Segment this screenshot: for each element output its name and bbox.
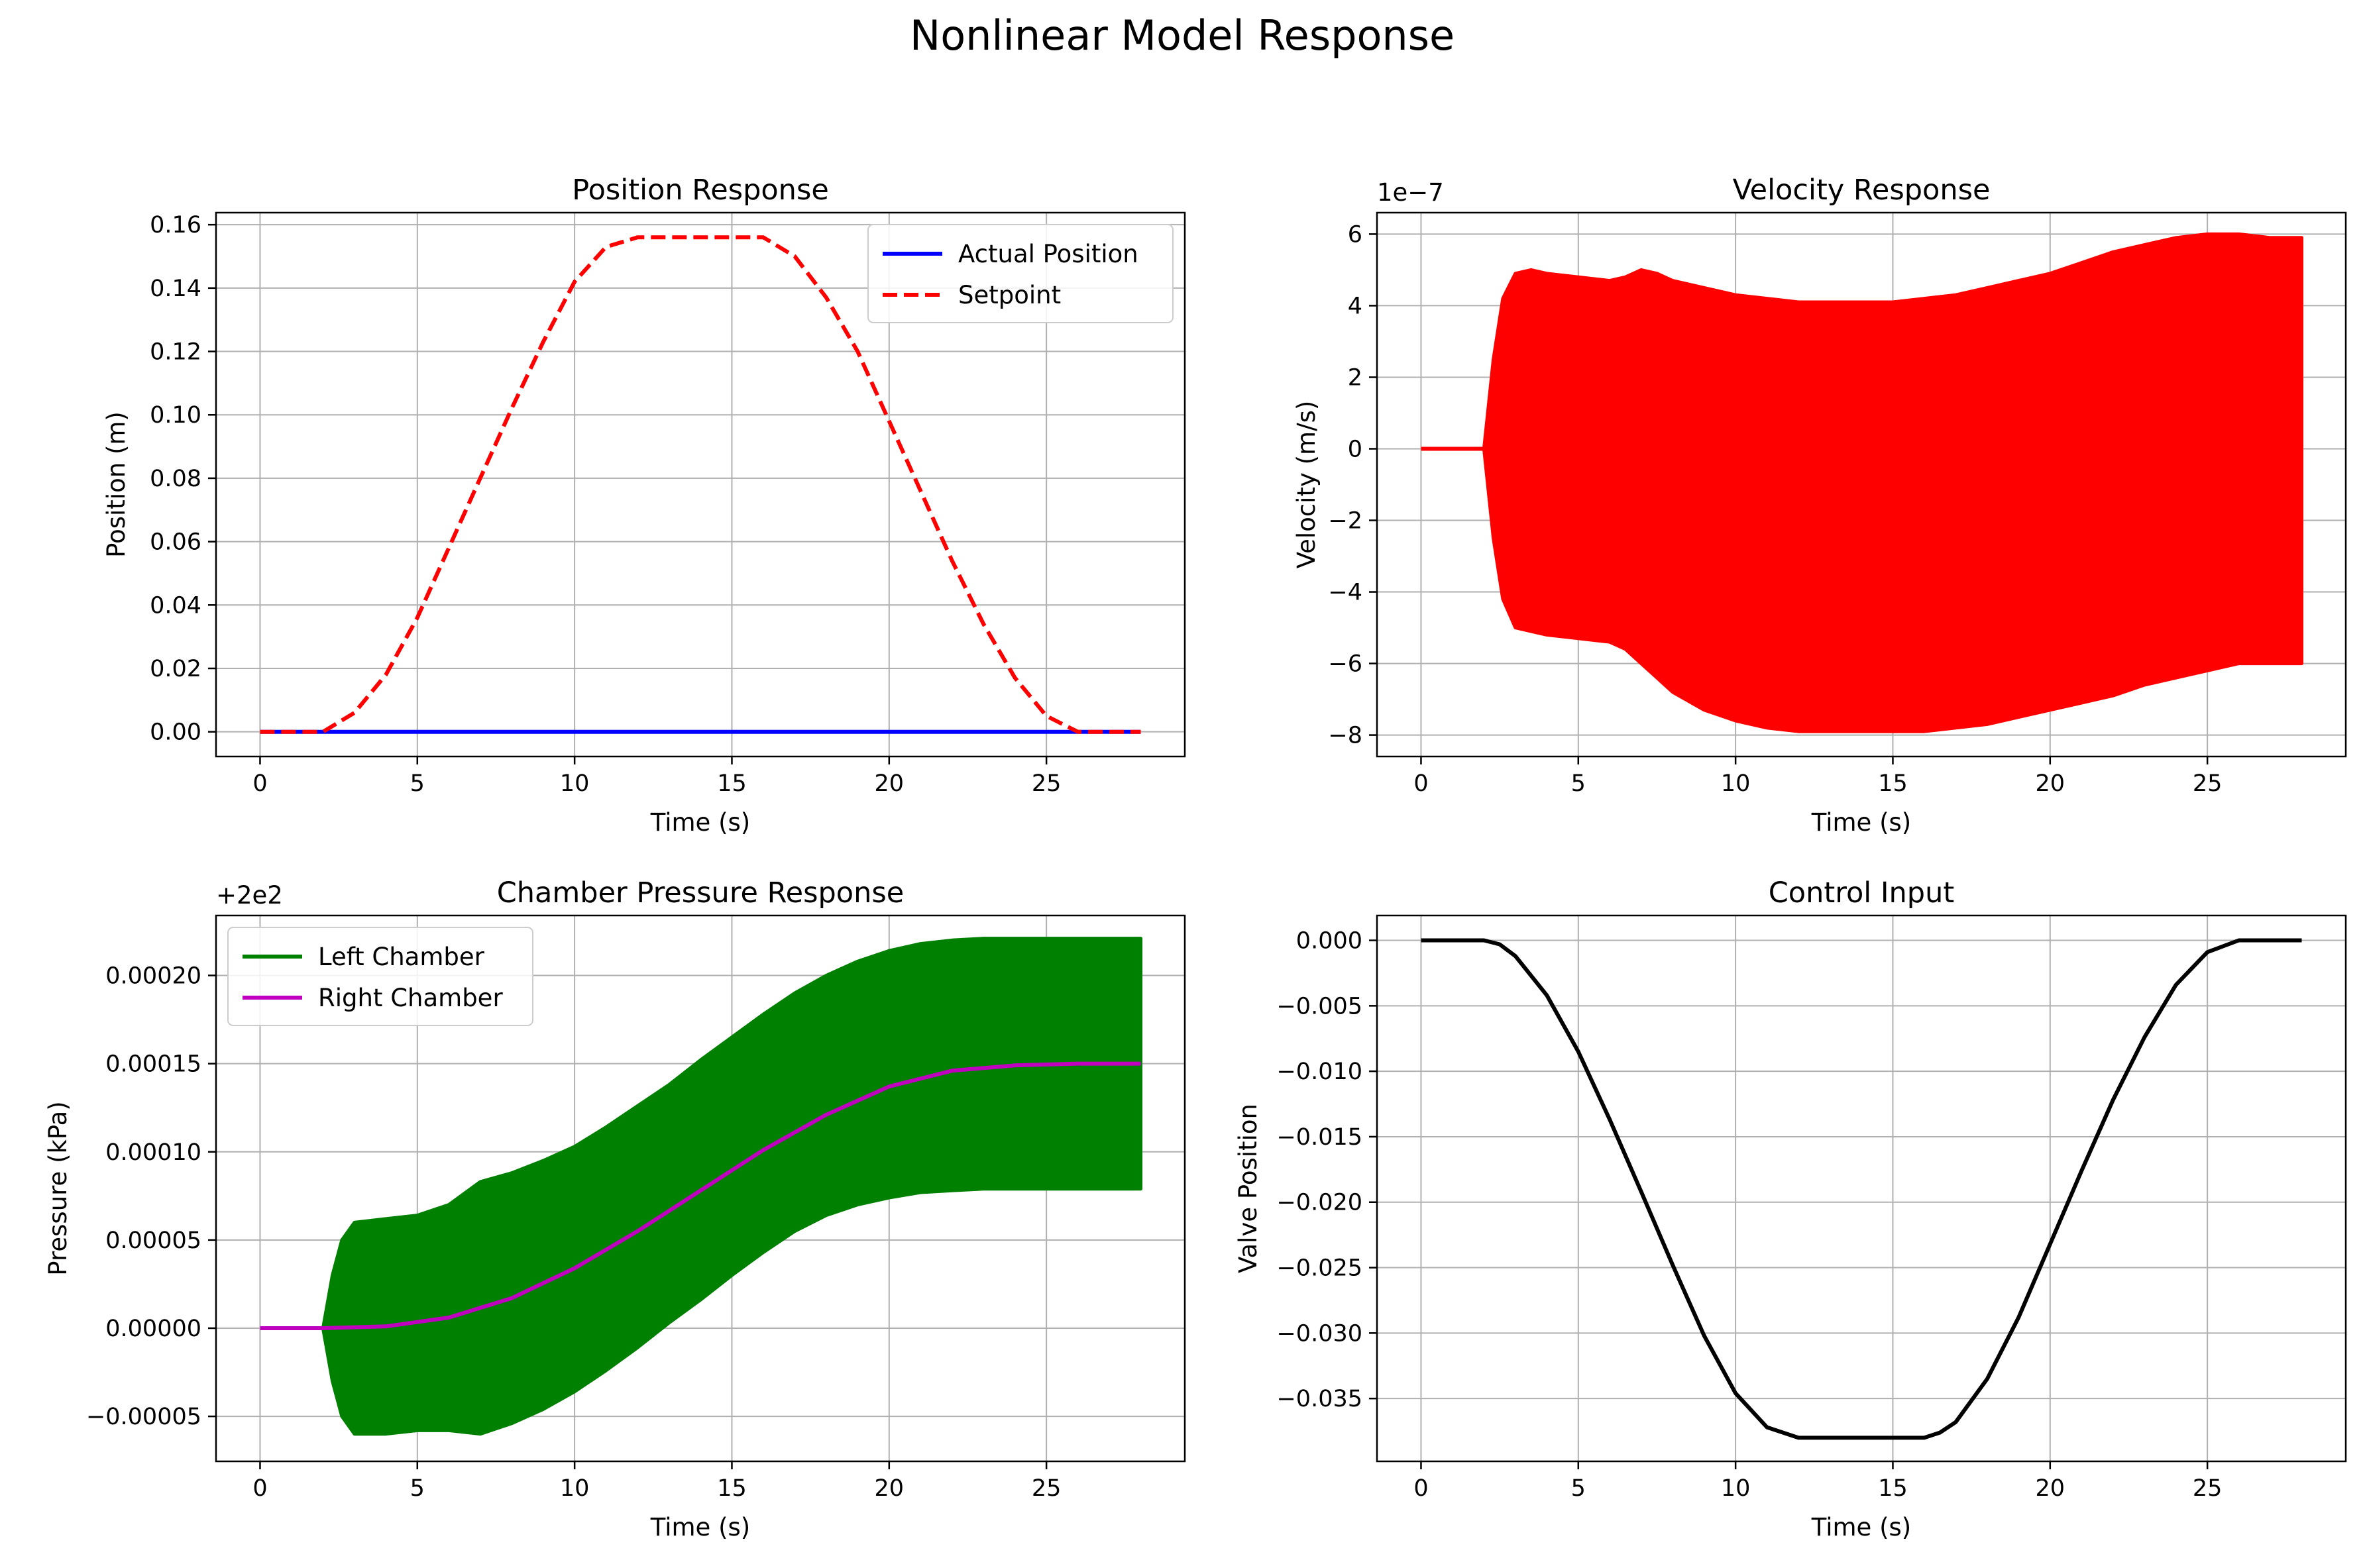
y-tick-label: −8	[1328, 723, 1362, 749]
y-axis-label: Velocity (m/s)	[1292, 401, 1321, 569]
y-tick-label: 0.04	[150, 592, 201, 619]
x-tick-label: 15	[717, 770, 747, 797]
x-tick-label: 0	[1413, 770, 1428, 797]
x-tick-label: 20	[875, 1475, 905, 1502]
legend-label: Actual Position	[958, 240, 1138, 268]
legend: Actual Position Setpoint	[867, 224, 1174, 323]
axes-frame	[215, 914, 1186, 1463]
y-tick-label: 0.12	[150, 339, 201, 366]
axes-frame	[1376, 211, 2347, 758]
series-line	[260, 1061, 1141, 1330]
x-tick-label: 25	[1032, 1475, 1062, 1502]
x-tick-label: 10	[560, 1475, 590, 1502]
chart-title: Chamber Pressure Response	[497, 876, 904, 910]
x-tick-label: 5	[410, 770, 425, 797]
y-tick-label: 0.00005	[105, 1228, 201, 1254]
x-tick-label: 15	[717, 1475, 747, 1502]
chart-panel: 0 5 10 15 20 25 0.000 −0.005 −0.010 −0.015 −0.020 −…	[1234, 876, 2347, 1542]
grid	[216, 213, 1185, 757]
y-tick-label: −0.015	[1276, 1124, 1362, 1151]
y-tick-label: 0.000	[1296, 928, 1362, 955]
legend-label: Setpoint	[958, 281, 1061, 309]
chart-title: Position Response	[572, 174, 829, 207]
y-tick-label: 6	[1348, 221, 1362, 248]
plot-area	[260, 937, 1142, 1436]
y-tick-label: 0.16	[150, 212, 201, 238]
y-tick-label: 0.10	[150, 402, 201, 429]
x-axis-label: Time (s)	[1811, 808, 1911, 837]
series-line	[1421, 938, 2302, 1440]
y-tick-label: −0.025	[1276, 1255, 1362, 1282]
y-tick-label: 2	[1348, 364, 1362, 391]
x-tick-label: 20	[875, 770, 905, 797]
plot-area	[1421, 938, 2302, 1440]
y-tick-label: 0.00	[150, 719, 201, 746]
axis-offset-label: 1e−7	[1377, 178, 1444, 207]
chart-title: Control Input	[1769, 876, 1954, 910]
axes-frame	[215, 211, 1186, 758]
series-envelope	[1482, 232, 2303, 733]
legend-box	[227, 927, 533, 1026]
x-tick-label: 25	[2193, 770, 2223, 797]
x-axis-label: Time (s)	[650, 808, 750, 837]
y-tick-label: 0.00020	[105, 963, 201, 990]
x-tick-label: 20	[2036, 1475, 2065, 1502]
chart-panel: 0 5 10 15 20 25 0.00 0.02 0.04 0.06 0.08 0.10 0.12 0.…	[102, 174, 1186, 837]
y-tick-label: 4	[1348, 293, 1362, 319]
x-tick-label: 5	[410, 1475, 425, 1502]
y-tick-label: 0.08	[150, 466, 201, 492]
legend: Left Chamber Right Chamber	[227, 927, 533, 1026]
figure-suptitle: Nonlinear Model Response	[910, 11, 1455, 60]
y-tick-label: −0.020	[1276, 1190, 1362, 1216]
x-tick-label: 25	[2193, 1475, 2223, 1502]
x-tick-label: 10	[1721, 1475, 1751, 1502]
legend-label: Right Chamber	[318, 984, 503, 1012]
x-axis-label: Time (s)	[650, 1513, 750, 1542]
x-tick-label: 15	[1878, 1475, 1908, 1502]
y-tick-label: 0.00015	[105, 1051, 201, 1078]
y-axis-label: Valve Position	[1234, 1104, 1262, 1273]
x-tick-label: 20	[2036, 770, 2065, 797]
chart-panel: 0 5 10 15 20 25 −8 −6 −4 −2 0 2 4 6 Velocity Response T…	[1292, 174, 2347, 837]
y-tick-label: 0.06	[150, 529, 201, 556]
x-tick-label: 15	[1878, 770, 1908, 797]
grid	[1377, 915, 2346, 1461]
x-tick-label: 10	[1721, 770, 1751, 797]
y-axis-label: Position (m)	[102, 411, 131, 558]
legend-box	[867, 224, 1174, 323]
y-tick-label: −0.035	[1276, 1386, 1362, 1412]
y-tick-label: −2	[1328, 508, 1362, 535]
y-tick-label: 0.14	[150, 276, 201, 302]
y-tick-label: 0.02	[150, 656, 201, 682]
x-tick-label: 0	[252, 1475, 267, 1502]
y-tick-label: −0.030	[1276, 1320, 1362, 1347]
y-tick-label: −6	[1328, 651, 1362, 678]
x-tick-label: 0	[1413, 1475, 1428, 1502]
y-tick-label: 0	[1348, 436, 1362, 462]
x-tick-label: 25	[1032, 770, 1062, 797]
y-tick-label: −0.010	[1276, 1059, 1362, 1085]
legend-label: Left Chamber	[318, 943, 485, 971]
series-line	[260, 235, 1141, 734]
y-tick-label: 0.00000	[105, 1316, 201, 1342]
axis-offset-label: +2e2	[216, 881, 283, 910]
plot-area	[1421, 232, 2303, 733]
chart-panel: 0 5 10 15 20 25 −0.00005 0.00000 0.00005 0.00010 0…	[44, 876, 1186, 1542]
x-tick-label: 5	[1571, 770, 1586, 797]
x-tick-label: 10	[560, 770, 590, 797]
y-tick-label: −0.00005	[86, 1404, 201, 1430]
axes-frame	[1376, 914, 2347, 1463]
y-tick-label: 0.00010	[105, 1139, 201, 1166]
y-tick-label: −4	[1328, 580, 1362, 606]
y-axis-label: Pressure (kPa)	[44, 1101, 72, 1275]
plot-area	[260, 235, 1141, 734]
chart-title: Velocity Response	[1733, 174, 1991, 207]
x-tick-label: 5	[1571, 1475, 1586, 1502]
x-axis-label: Time (s)	[1811, 1513, 1911, 1542]
y-tick-label: −0.005	[1276, 993, 1362, 1019]
x-tick-label: 0	[252, 770, 267, 797]
